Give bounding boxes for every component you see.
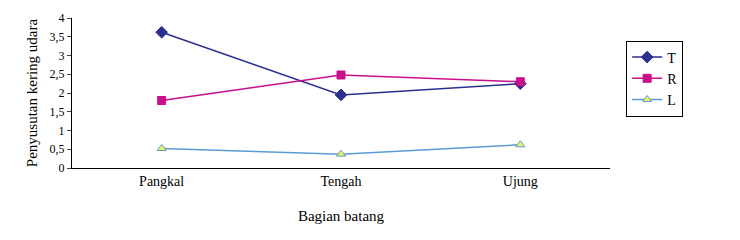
svg-text:4: 4 bbox=[59, 11, 65, 25]
svg-text:0: 0 bbox=[59, 161, 65, 175]
svg-text:R: R bbox=[667, 72, 677, 87]
svg-text:0,5: 0,5 bbox=[50, 142, 65, 156]
svg-text:Bagian batang: Bagian batang bbox=[298, 208, 385, 224]
svg-text:3: 3 bbox=[59, 49, 65, 63]
svg-text:2: 2 bbox=[59, 86, 65, 100]
svg-text:1: 1 bbox=[59, 124, 65, 138]
svg-text:Tengah: Tengah bbox=[320, 174, 361, 189]
svg-text:Ujung: Ujung bbox=[503, 174, 538, 189]
svg-text:T: T bbox=[667, 51, 676, 66]
svg-text:Penyusutan kering udara: Penyusutan kering udara bbox=[24, 19, 40, 168]
svg-text:L: L bbox=[667, 93, 676, 108]
svg-text:2,5: 2,5 bbox=[50, 67, 65, 81]
svg-text:3,5: 3,5 bbox=[50, 30, 65, 44]
svg-text:1,5: 1,5 bbox=[50, 105, 65, 119]
svg-text:Pangkal: Pangkal bbox=[139, 174, 184, 189]
